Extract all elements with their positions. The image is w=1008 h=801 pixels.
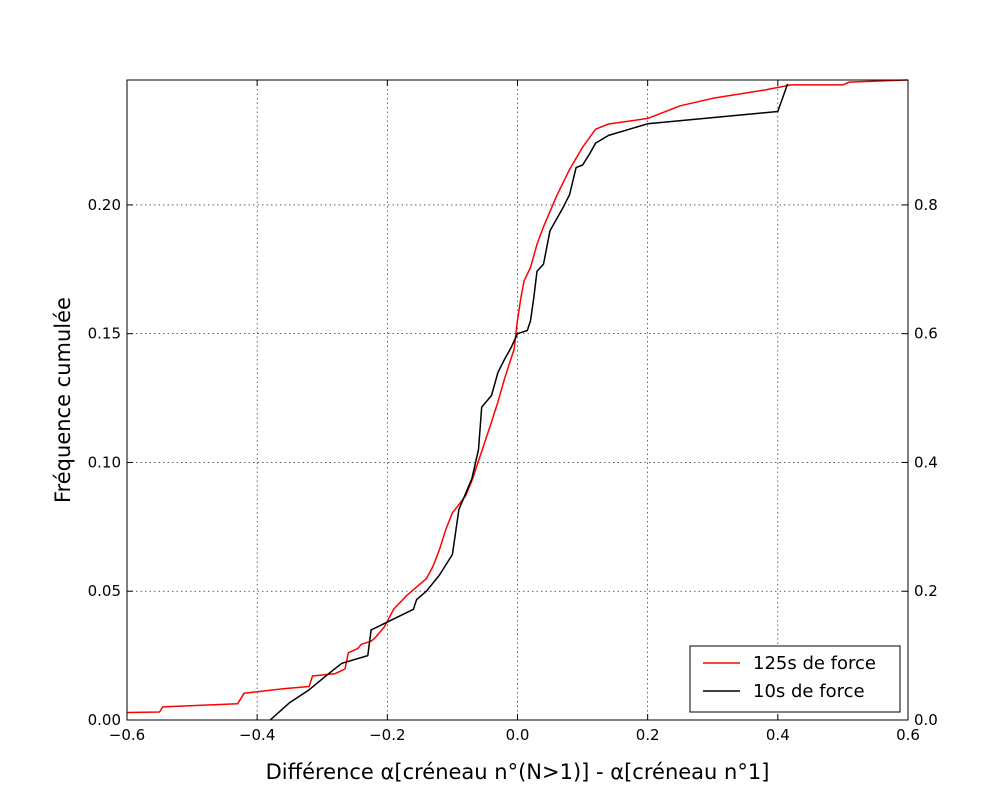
y-right-tick-label: 0.8 [914, 196, 938, 214]
legend-label-10s: 10s de force [753, 681, 865, 702]
grid-lines [127, 80, 908, 720]
y-right-tick-label: 0.4 [914, 453, 938, 471]
y-right-tick-label: 0.6 [914, 325, 938, 343]
y-right-tick-label: 0.2 [914, 582, 938, 600]
x-tick-label: 0.0 [506, 726, 530, 744]
x-tick-label: −0.6 [109, 726, 145, 744]
series-line-0 [126, 79, 909, 714]
x-tick-label: −0.2 [369, 726, 405, 744]
axis-ticks: −0.6 −0.4 −0.2 0.0 0.2 0.4 0.6 0.00 0.05 0.10 0.15… [88, 80, 938, 744]
y-right-tick-label: 0.0 [914, 711, 938, 729]
series-lines [126, 79, 909, 721]
legend-label-125s: 125s de force [753, 653, 876, 674]
x-tick-label: 0.6 [896, 726, 920, 744]
legend: 125s de force 10s de force [689, 645, 901, 713]
y-axis-title: Fréquence cumulée [51, 297, 75, 503]
x-tick-label: 0.4 [766, 726, 790, 744]
x-axis-title: Différence α[créneau n°(N>1)] - α[crénea… [266, 760, 770, 784]
y-left-tick-label: 0.15 [88, 325, 121, 343]
y-left-tick-label: 0.20 [88, 196, 121, 214]
y-left-tick-label: 0.10 [88, 453, 121, 471]
series-line-1 [269, 83, 789, 721]
y-left-tick-label: 0.00 [88, 711, 121, 729]
x-tick-label: −0.4 [239, 726, 275, 744]
legend-box [689, 645, 901, 713]
y-left-tick-label: 0.05 [88, 582, 121, 600]
x-tick-label: 0.2 [636, 726, 660, 744]
